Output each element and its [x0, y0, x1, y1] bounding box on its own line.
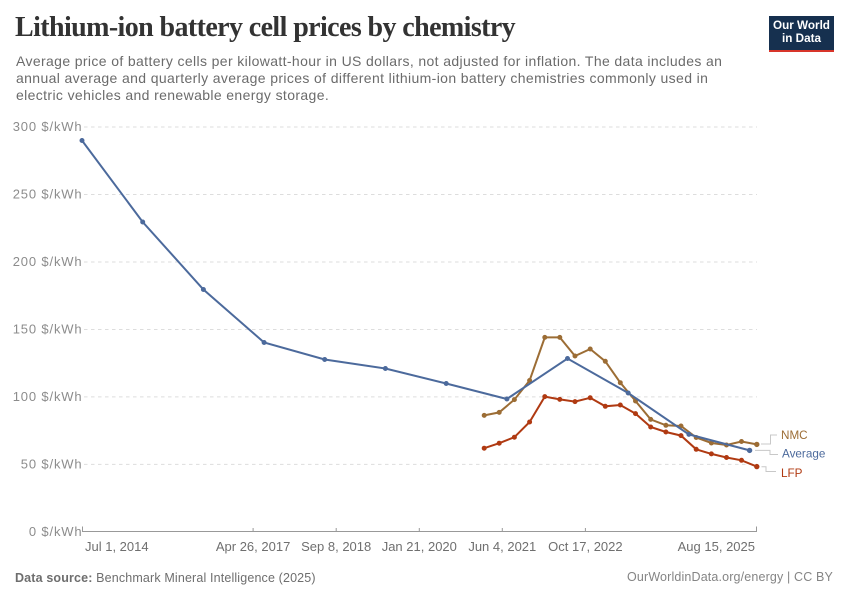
svg-text:NMC: NMC: [781, 429, 808, 442]
svg-text:200 $/kWh: 200 $/kWh: [13, 254, 83, 269]
svg-text:300 $/kWh: 300 $/kWh: [13, 119, 83, 134]
svg-text:250 $/kWh: 250 $/kWh: [13, 187, 83, 202]
svg-text:Average: Average: [782, 448, 825, 461]
svg-text:Jun 4, 2021: Jun 4, 2021: [468, 539, 536, 554]
svg-text:Sep 8, 2018: Sep 8, 2018: [301, 539, 371, 554]
svg-text:0 $/kWh: 0 $/kWh: [29, 524, 83, 539]
svg-text:Aug 15, 2025: Aug 15, 2025: [678, 539, 755, 554]
svg-text:150 $/kWh: 150 $/kWh: [13, 322, 83, 337]
svg-text:Jan 21, 2020: Jan 21, 2020: [382, 539, 457, 554]
svg-text:100 $/kWh: 100 $/kWh: [13, 389, 83, 404]
svg-text:Apr 26, 2017: Apr 26, 2017: [216, 539, 290, 554]
svg-text:Oct 17, 2022: Oct 17, 2022: [548, 539, 622, 554]
svg-text:Jul 1, 2014: Jul 1, 2014: [85, 539, 149, 554]
svg-text:LFP: LFP: [781, 467, 803, 480]
svg-text:50 $/kWh: 50 $/kWh: [21, 457, 83, 472]
